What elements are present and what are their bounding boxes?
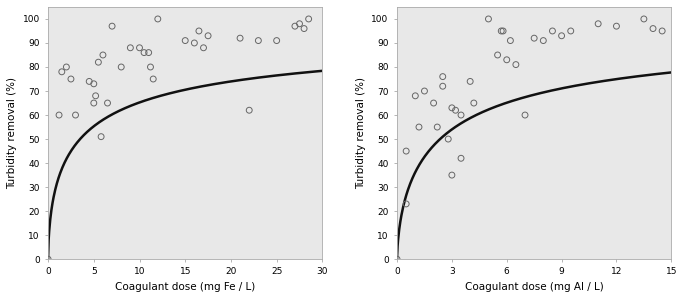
Point	[520, 113, 531, 118]
Point	[107, 24, 118, 28]
Point	[143, 50, 154, 55]
Point	[538, 38, 549, 43]
Point	[235, 36, 246, 41]
Point	[505, 38, 516, 43]
Point	[97, 53, 108, 57]
Point	[148, 77, 159, 81]
Point	[497, 29, 508, 33]
Point	[401, 149, 412, 153]
Point	[611, 24, 622, 28]
Point	[510, 62, 521, 67]
Point	[401, 202, 412, 206]
Point	[102, 101, 113, 106]
Point	[53, 113, 64, 118]
X-axis label: Coagulant dose (mg Al / L): Coagulant dose (mg Al / L)	[465, 282, 603, 292]
Point	[529, 36, 540, 41]
Point	[198, 45, 209, 50]
Point	[428, 101, 439, 106]
Point	[501, 57, 512, 62]
Point	[432, 125, 443, 129]
Point	[180, 38, 191, 43]
Point	[419, 89, 430, 93]
Point	[547, 29, 558, 33]
Point	[116, 65, 127, 69]
Point	[244, 108, 254, 113]
Point	[194, 29, 205, 33]
Point	[189, 41, 200, 45]
Point	[56, 69, 67, 74]
Point	[289, 24, 300, 28]
Point	[303, 16, 314, 21]
Point	[125, 45, 136, 50]
Point	[145, 65, 156, 69]
Point	[61, 65, 72, 69]
Point	[88, 101, 99, 106]
Point	[496, 29, 507, 33]
Point	[556, 33, 567, 38]
Point	[450, 108, 461, 113]
Point	[410, 93, 421, 98]
Point	[134, 45, 145, 50]
Point	[483, 16, 494, 21]
Point	[492, 53, 503, 57]
Point	[271, 38, 282, 43]
Point	[90, 93, 101, 98]
X-axis label: Coagulant dose (mg Fe / L): Coagulant dose (mg Fe / L)	[115, 282, 255, 292]
Point	[447, 106, 458, 110]
Point	[565, 29, 576, 33]
Point	[456, 156, 466, 161]
Point	[70, 113, 81, 118]
Point	[139, 50, 150, 55]
Point	[648, 26, 659, 31]
Point	[437, 74, 448, 79]
Point	[456, 113, 466, 118]
Point	[464, 79, 475, 84]
Point	[96, 134, 107, 139]
Point	[93, 60, 104, 65]
Point	[202, 33, 213, 38]
Y-axis label: Turbidity removal (%): Turbidity removal (%)	[356, 77, 366, 189]
Y-axis label: Turbidity removal (%): Turbidity removal (%)	[7, 77, 17, 189]
Point	[443, 137, 453, 141]
Point	[469, 101, 479, 106]
Point	[391, 257, 402, 262]
Point	[153, 16, 163, 21]
Point	[299, 26, 310, 31]
Point	[83, 79, 94, 84]
Point	[414, 125, 425, 129]
Point	[447, 173, 458, 178]
Point	[593, 21, 604, 26]
Point	[88, 81, 99, 86]
Point	[66, 77, 77, 81]
Point	[42, 257, 53, 262]
Point	[437, 84, 448, 89]
Point	[253, 38, 264, 43]
Point	[657, 29, 668, 33]
Point	[638, 16, 649, 21]
Point	[294, 21, 305, 26]
